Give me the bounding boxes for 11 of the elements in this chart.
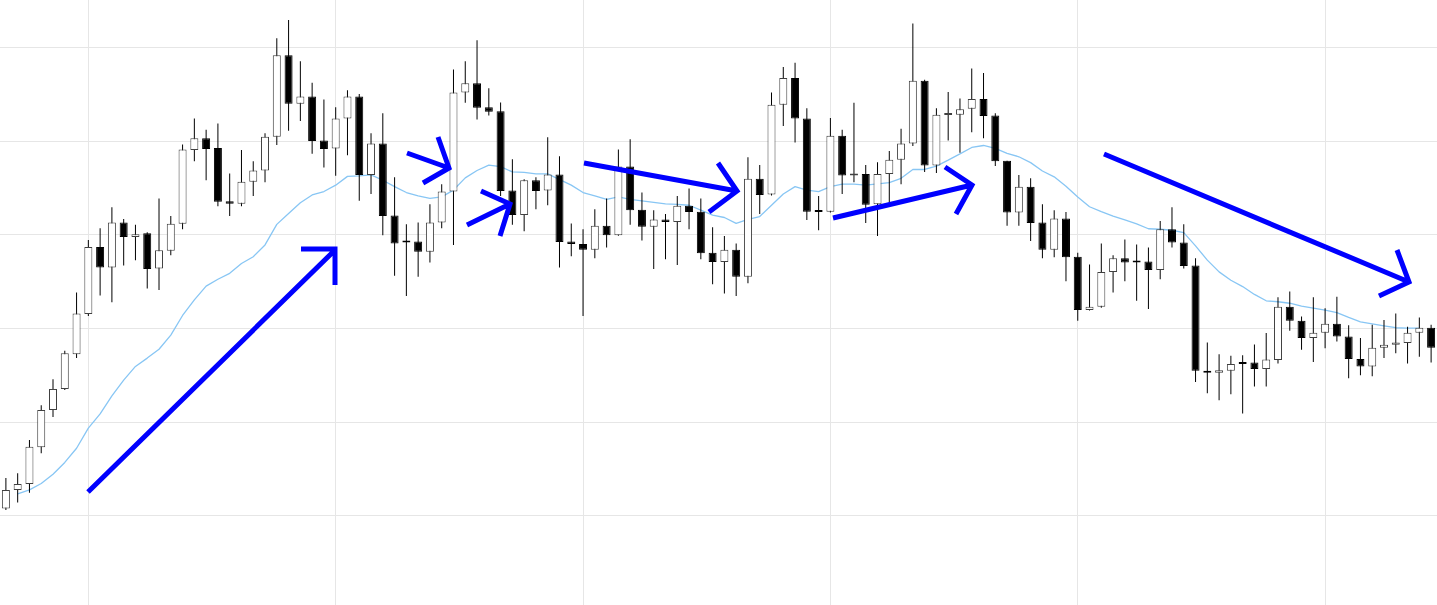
candlestick bbox=[955, 98, 964, 153]
candlestick bbox=[1415, 317, 1424, 357]
candlestick bbox=[225, 173, 234, 217]
candlestick bbox=[319, 99, 328, 168]
candlestick bbox=[1309, 297, 1318, 363]
candlestick bbox=[1215, 354, 1224, 401]
candlestick bbox=[1379, 319, 1388, 359]
candlestick bbox=[131, 224, 140, 261]
candlestick bbox=[1391, 313, 1400, 354]
candlestick bbox=[579, 229, 588, 316]
candlestick bbox=[661, 214, 670, 260]
